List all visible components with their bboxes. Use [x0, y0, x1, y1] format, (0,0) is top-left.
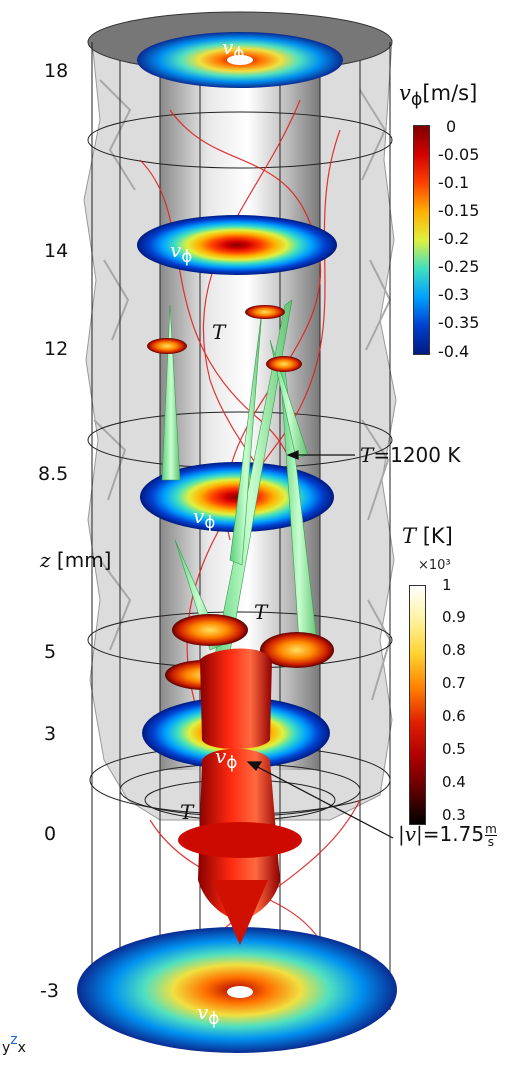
temperature-cb-symbol: T — [402, 524, 417, 548]
temperature-symbol: T — [212, 320, 226, 344]
temperature-tick: 0.8 — [442, 641, 466, 659]
temperature-unit: [K] — [422, 524, 453, 548]
z-axis-unit: [mm] — [56, 548, 112, 572]
vphi-subscript: ϕ — [181, 247, 193, 266]
temperature-label-middle: T — [254, 600, 267, 624]
velocity-tick: 0 — [446, 117, 457, 136]
isotherm-value: =1200 K — [373, 443, 461, 467]
vphi-label-zm3: vϕ — [197, 1000, 219, 1028]
axis-triad: yzx — [2, 1032, 26, 1056]
velocity-colorbar — [413, 125, 430, 355]
temperature-disc-3 — [266, 356, 302, 372]
velocity-tick: -0.1 — [438, 173, 470, 192]
temperature-disc-5 — [260, 632, 334, 668]
isotherm-annotation: T=1200 K — [360, 443, 460, 467]
temperature-tick: 0.4 — [442, 773, 466, 791]
triad-z: z — [10, 1032, 18, 1048]
triad-x: x — [17, 1040, 26, 1056]
triad-y: y — [2, 1040, 11, 1056]
annotation-arrows — [246, 450, 394, 839]
vphi-slice-zm3-hole — [227, 986, 253, 998]
temperature-tick: 0.3 — [442, 806, 466, 824]
z-tick-8.5: 8.5 — [38, 463, 69, 485]
isotherm-symbol: T — [360, 443, 374, 467]
vphi-subscript: ϕ — [233, 44, 245, 63]
velocity-subscript: ϕ — [410, 90, 423, 111]
speed-value: =1.75 — [422, 822, 485, 846]
temperature-colorbar-title: T [K] — [402, 524, 453, 548]
vphi-symbol: v — [222, 35, 234, 59]
vphi-symbol: v — [170, 238, 182, 262]
z-tick-3: 3 — [44, 723, 57, 745]
temperature-colorbar — [409, 585, 426, 825]
temperature-tick: 1 — [442, 576, 452, 594]
velocity-tick: -0.05 — [438, 145, 480, 164]
temperature-disc-4 — [172, 614, 248, 646]
velocity-unit: [m/s] — [422, 81, 478, 105]
z-tick-5: 5 — [44, 641, 57, 663]
velocity-tick: -0.2 — [438, 229, 470, 248]
z-tick--3: -3 — [40, 980, 59, 1002]
velocity-isosurface-tip — [212, 880, 268, 945]
z-tick-18: 18 — [44, 60, 69, 82]
vphi-label-z8p5: vϕ — [193, 504, 215, 532]
vphi-label-z18: vϕ — [222, 35, 244, 63]
vphi-label-z14: vϕ — [170, 238, 192, 266]
vphi-subscript: ϕ — [204, 513, 216, 532]
z-tick-14: 14 — [44, 240, 69, 262]
z-tick-12: 12 — [44, 338, 69, 360]
temperature-tick: 0.9 — [442, 608, 466, 626]
temperature-tick: 0.6 — [442, 707, 466, 725]
velocity-isosurface-skirt — [178, 822, 302, 858]
speed-annotation: |v|=1.75 m s — [398, 822, 497, 848]
vphi-slice-z14 — [137, 215, 337, 275]
z-axis-title: z [mm] — [40, 548, 111, 572]
temperature-disc-1 — [147, 338, 187, 354]
vphi-symbol: v — [193, 504, 205, 528]
vphi-symbol: v — [215, 744, 227, 768]
temperature-scale: ×10³ — [418, 558, 451, 573]
velocity-tick: -0.3 — [438, 285, 470, 304]
vphi-subscript: ϕ — [226, 753, 238, 772]
vphi-subscript: ϕ — [208, 1009, 220, 1028]
velocity-symbol: v — [399, 81, 411, 105]
z-axis-symbol: z — [40, 548, 51, 572]
temperature-tick: 0.5 — [442, 740, 466, 758]
vphi-slice-z18-hole — [227, 55, 253, 65]
velocity-colorbar-title: vϕ[m/s] — [399, 81, 477, 110]
temperature-symbol: T — [254, 600, 268, 624]
z-tick-0: 0 — [44, 823, 57, 845]
temperature-symbol: T — [180, 800, 194, 824]
temperature-disc-2 — [245, 305, 285, 319]
speed-symbol: |v| — [398, 822, 423, 846]
speed-unit-num: m — [485, 822, 497, 836]
vphi-symbol: v — [197, 1000, 209, 1024]
temperature-label-upper: T — [212, 320, 225, 344]
temperature-tick: 0.7 — [442, 674, 466, 692]
speed-unit-den: s — [487, 835, 495, 849]
velocity-tick: -0.4 — [438, 342, 470, 361]
temperature-label-lower: T — [180, 800, 193, 824]
vphi-label-z3: vϕ — [215, 744, 237, 772]
velocity-tick: -0.15 — [438, 201, 480, 220]
velocity-isosurface — [200, 648, 272, 749]
vphi-slice-z8p5 — [140, 462, 334, 532]
velocity-tick: -0.35 — [438, 313, 480, 332]
velocity-tick: -0.25 — [438, 257, 480, 276]
